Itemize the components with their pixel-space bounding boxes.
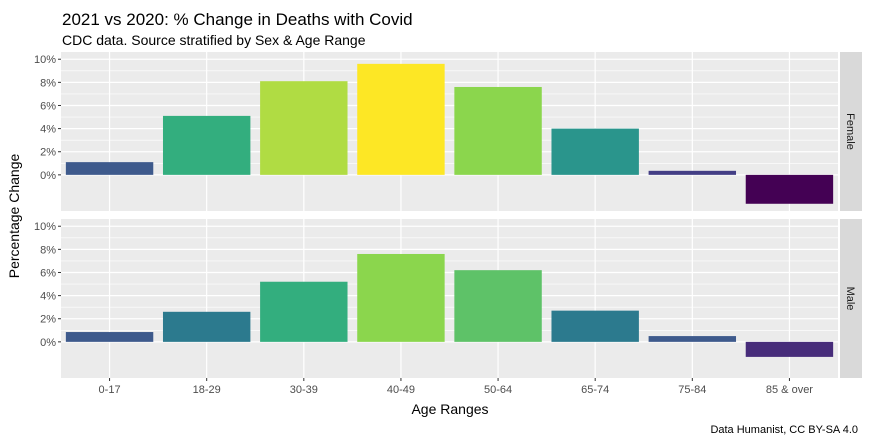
y-tick-label: 2%	[40, 314, 56, 326]
y-tick-label: 8%	[40, 77, 56, 89]
facet-strip-label: Female	[844, 113, 856, 150]
y-tick-label: 6%	[40, 267, 56, 279]
bar-female-7	[745, 174, 834, 204]
y-tick-label: 2%	[40, 147, 56, 159]
facet-panels: 0% 2% 4% 6% 8% 10% Female 0% 2% 4% 6% 8% 10% Male	[34, 52, 862, 378]
x-tick-label: 18-29	[193, 384, 221, 396]
bar-female-3	[357, 63, 445, 175]
x-tick-label: 40-49	[387, 384, 415, 396]
y-tick-label: 10%	[34, 54, 56, 66]
bar-female-4	[454, 86, 542, 175]
bar-male-6	[648, 336, 737, 342]
bar-male-7	[745, 341, 834, 357]
facet-strip	[840, 52, 862, 211]
panel-background	[61, 219, 838, 378]
bar-female-2	[260, 81, 348, 175]
x-tick-label: 85 & over	[766, 384, 813, 396]
y-tick-label: 10%	[34, 221, 56, 233]
panel-female: 0% 2% 4% 6% 8% 10% Female	[34, 52, 862, 211]
bar-female-0	[65, 162, 154, 175]
bar-female-5	[551, 128, 639, 175]
bar-male-1	[162, 311, 251, 342]
x-axis-title: Age Ranges	[411, 401, 488, 417]
y-tick-label: 4%	[40, 291, 56, 303]
bar-male-3	[357, 253, 445, 342]
bar-male-4	[454, 270, 542, 342]
y-tick-label: 0%	[40, 170, 56, 182]
x-tick-label: 0-17	[99, 384, 121, 396]
x-tick-label: 65-74	[581, 384, 609, 396]
y-tick-label: 4%	[40, 124, 56, 136]
facet-strip-label: Male	[844, 287, 856, 311]
chart-title: 2021 vs 2020: % Change in Deaths with Co…	[62, 10, 413, 29]
panel-male: 0% 2% 4% 6% 8% 10% Male	[34, 219, 862, 378]
bar-female-1	[162, 115, 251, 175]
chart-subtitle: CDC data. Source stratified by Sex & Age…	[62, 32, 366, 48]
y-axis-title: Percentage Change	[6, 154, 22, 279]
y-tick-label: 6%	[40, 100, 56, 112]
y-tick-label: 8%	[40, 244, 56, 256]
chart-caption: Data Humanist, CC BY-SA 4.0	[710, 424, 858, 436]
x-tick-label: 30-39	[290, 384, 318, 396]
x-axis-ticks: 0-17 18-29 30-39 40-49 50-64 65-74 75-84 85 & o…	[99, 378, 813, 396]
facet-strip	[840, 219, 862, 378]
bar-female-6	[648, 170, 737, 175]
y-tick-label: 0%	[40, 337, 56, 349]
bar-male-0	[65, 332, 154, 342]
x-tick-label: 50-64	[484, 384, 512, 396]
bar-male-2	[260, 281, 348, 342]
bar-male-5	[551, 310, 639, 342]
x-tick-label: 75-84	[678, 384, 706, 396]
